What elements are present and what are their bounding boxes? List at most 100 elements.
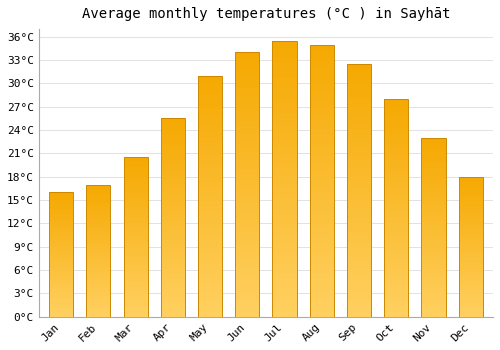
Bar xyxy=(310,132,334,134)
Bar xyxy=(235,105,260,108)
Bar xyxy=(272,154,296,157)
Bar xyxy=(49,292,73,293)
Bar xyxy=(422,278,446,279)
Bar xyxy=(160,162,185,164)
Bar xyxy=(347,309,371,312)
Bar xyxy=(384,265,408,267)
Bar xyxy=(198,203,222,206)
Bar xyxy=(235,84,260,87)
Bar xyxy=(49,293,73,294)
Bar xyxy=(422,251,446,252)
Bar xyxy=(198,307,222,309)
Bar xyxy=(235,71,260,74)
Bar xyxy=(347,218,371,221)
Bar xyxy=(347,114,371,117)
Bar xyxy=(422,263,446,265)
Bar xyxy=(272,187,296,190)
Bar xyxy=(347,231,371,233)
Bar xyxy=(272,68,296,71)
Bar xyxy=(49,242,73,243)
Bar xyxy=(458,177,483,178)
Bar xyxy=(422,261,446,263)
Bar xyxy=(458,266,483,268)
Bar xyxy=(458,268,483,269)
Bar xyxy=(49,204,73,205)
Bar xyxy=(160,313,185,315)
Bar xyxy=(422,286,446,288)
Bar xyxy=(384,247,408,249)
Bar xyxy=(347,203,371,205)
Bar xyxy=(347,110,371,112)
Bar xyxy=(310,235,334,238)
Bar xyxy=(235,182,260,184)
Bar xyxy=(124,247,148,248)
Bar xyxy=(422,288,446,290)
Bar xyxy=(198,160,222,162)
Bar xyxy=(198,97,222,100)
Bar xyxy=(310,85,334,88)
Bar xyxy=(198,117,222,119)
Bar xyxy=(422,292,446,294)
Bar xyxy=(384,302,408,304)
Bar xyxy=(49,233,73,235)
Bar xyxy=(124,158,148,159)
Bar xyxy=(384,147,408,149)
Bar xyxy=(347,244,371,246)
Bar xyxy=(160,230,185,232)
Bar xyxy=(160,208,185,210)
Bar xyxy=(235,119,260,121)
Bar xyxy=(235,155,260,158)
Bar xyxy=(235,76,260,79)
Bar xyxy=(310,298,334,300)
Bar xyxy=(422,312,446,313)
Bar xyxy=(422,165,446,167)
Bar xyxy=(310,205,334,208)
Bar xyxy=(49,261,73,262)
Bar xyxy=(86,300,110,301)
Bar xyxy=(160,180,185,182)
Bar xyxy=(272,292,296,295)
Bar xyxy=(458,208,483,209)
Bar xyxy=(86,280,110,281)
Bar xyxy=(310,309,334,312)
Bar xyxy=(86,269,110,271)
Bar xyxy=(347,175,371,178)
Bar xyxy=(347,150,371,153)
Bar xyxy=(160,178,185,180)
Bar xyxy=(384,164,408,167)
Bar xyxy=(124,159,148,161)
Bar xyxy=(422,240,446,242)
Bar xyxy=(347,160,371,163)
Bar xyxy=(49,196,73,197)
Bar xyxy=(235,211,260,214)
Bar xyxy=(310,292,334,295)
Bar xyxy=(86,226,110,227)
Bar xyxy=(272,82,296,85)
Bar xyxy=(310,113,334,116)
Bar xyxy=(235,230,260,232)
Bar xyxy=(235,60,260,63)
Bar xyxy=(86,216,110,218)
Bar xyxy=(272,217,296,220)
Bar xyxy=(235,166,260,169)
Bar xyxy=(160,291,185,293)
Bar xyxy=(272,273,296,275)
Bar xyxy=(384,119,408,121)
Bar xyxy=(272,234,296,237)
Bar xyxy=(49,282,73,283)
Bar xyxy=(160,293,185,295)
Bar xyxy=(124,164,148,165)
Bar xyxy=(310,156,334,159)
Bar xyxy=(124,189,148,191)
Bar xyxy=(347,84,371,87)
Bar xyxy=(458,262,483,264)
Bar xyxy=(310,64,334,66)
Bar xyxy=(124,210,148,212)
Bar xyxy=(384,99,408,317)
Bar xyxy=(160,269,185,271)
Bar xyxy=(86,203,110,204)
Bar xyxy=(160,182,185,184)
Bar xyxy=(422,290,446,292)
Bar xyxy=(235,296,260,298)
Bar xyxy=(310,91,334,93)
